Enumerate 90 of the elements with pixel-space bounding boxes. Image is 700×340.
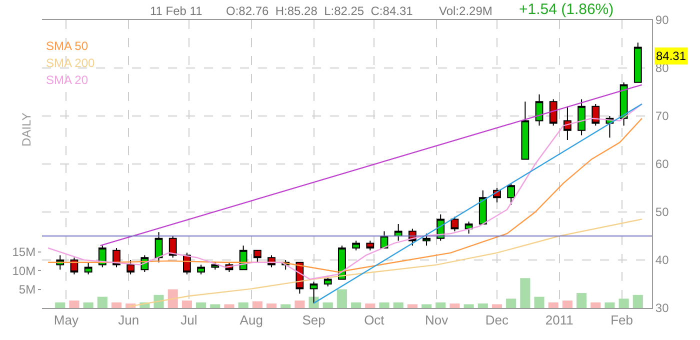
bar [478,304,488,308]
candlestick [154,232,163,263]
y2-tick-label: 5M [18,282,36,296]
candlestick [563,106,572,140]
bar [548,302,558,308]
text: O:82.76 H:85.28 L:82.25 C:84.31 [226,4,414,18]
x-tick-label: May [54,312,79,328]
y2-tick-label: 15M [12,245,36,260]
text: 11 Feb 11 [150,4,203,18]
bar [83,302,94,308]
bar [294,300,305,308]
bar [351,302,362,308]
bar [336,289,347,308]
x-tick-label: Aug [240,312,263,328]
bar [252,301,262,308]
bar [238,302,248,308]
text: +1.54 (1.86%) [519,1,614,18]
candlestick [352,240,360,251]
candlestick [324,276,332,287]
bar [365,304,376,308]
y-tick-label: 70 [655,109,670,124]
bar [379,302,390,308]
candlestick [126,260,135,275]
candlestick [253,250,262,263]
y-tick-label: 50 [655,205,670,220]
text: 84.31 [656,49,686,63]
bar [562,300,572,308]
bar [590,302,601,308]
bar [464,304,474,308]
bar [492,304,502,308]
bar [224,304,234,308]
bar [450,304,460,308]
candlestick [535,94,544,126]
x-tick-label: Nov [425,312,449,328]
bar [97,296,108,308]
bar [604,302,615,308]
bar [182,300,192,308]
text: SMA 200 [46,56,96,70]
candlestick [620,82,628,126]
line-series [128,218,643,308]
bar [520,278,530,308]
candlestick [422,233,430,246]
candlestick [634,42,642,83]
y-tick-label: 90 [655,13,670,28]
candlestick [394,224,402,242]
x-tick-label: Feb [610,312,634,328]
bar [69,300,80,308]
y-tick-label: 60 [655,157,670,172]
candlestick [168,236,177,258]
bar [210,304,220,308]
text: Vol:2.29M [439,4,492,18]
x-tick-label: Jun [118,312,140,328]
bar [280,304,291,308]
x-tick-label: Oct [364,312,385,328]
bar [196,302,206,308]
bar [266,304,277,308]
y2-tick-label: 10M [12,264,36,278]
bar [168,289,178,308]
bar [407,304,418,308]
bar [111,302,122,308]
x-tick-label: Sep [302,312,326,328]
bar [618,298,629,308]
candlestick [521,101,530,160]
candlestick [549,98,558,126]
bar [576,293,587,308]
text: SMA 20 [46,73,88,87]
candlestick [366,240,374,251]
x-tick-label: Dec [485,312,510,328]
candlestick [578,98,586,136]
bar [534,296,544,308]
candlestick [84,262,92,275]
text: DAILY [20,112,34,146]
y-tick-label: 40 [655,253,670,268]
candlestick [478,190,487,224]
candlestick [450,216,459,232]
candlestick [197,264,205,275]
bar [393,302,404,308]
candlestick [592,104,600,126]
x-tick-label: 2011 [545,312,574,328]
bar [632,294,643,308]
y-tick-label: 30 [655,301,670,316]
bar [421,304,432,308]
bar [436,302,446,308]
bar [322,302,333,308]
bar [154,294,164,308]
candlestick [507,182,516,206]
bar [55,302,66,308]
text: SMA 50 [46,39,88,53]
bar [506,298,516,308]
x-tick-label: Jul [180,312,198,328]
